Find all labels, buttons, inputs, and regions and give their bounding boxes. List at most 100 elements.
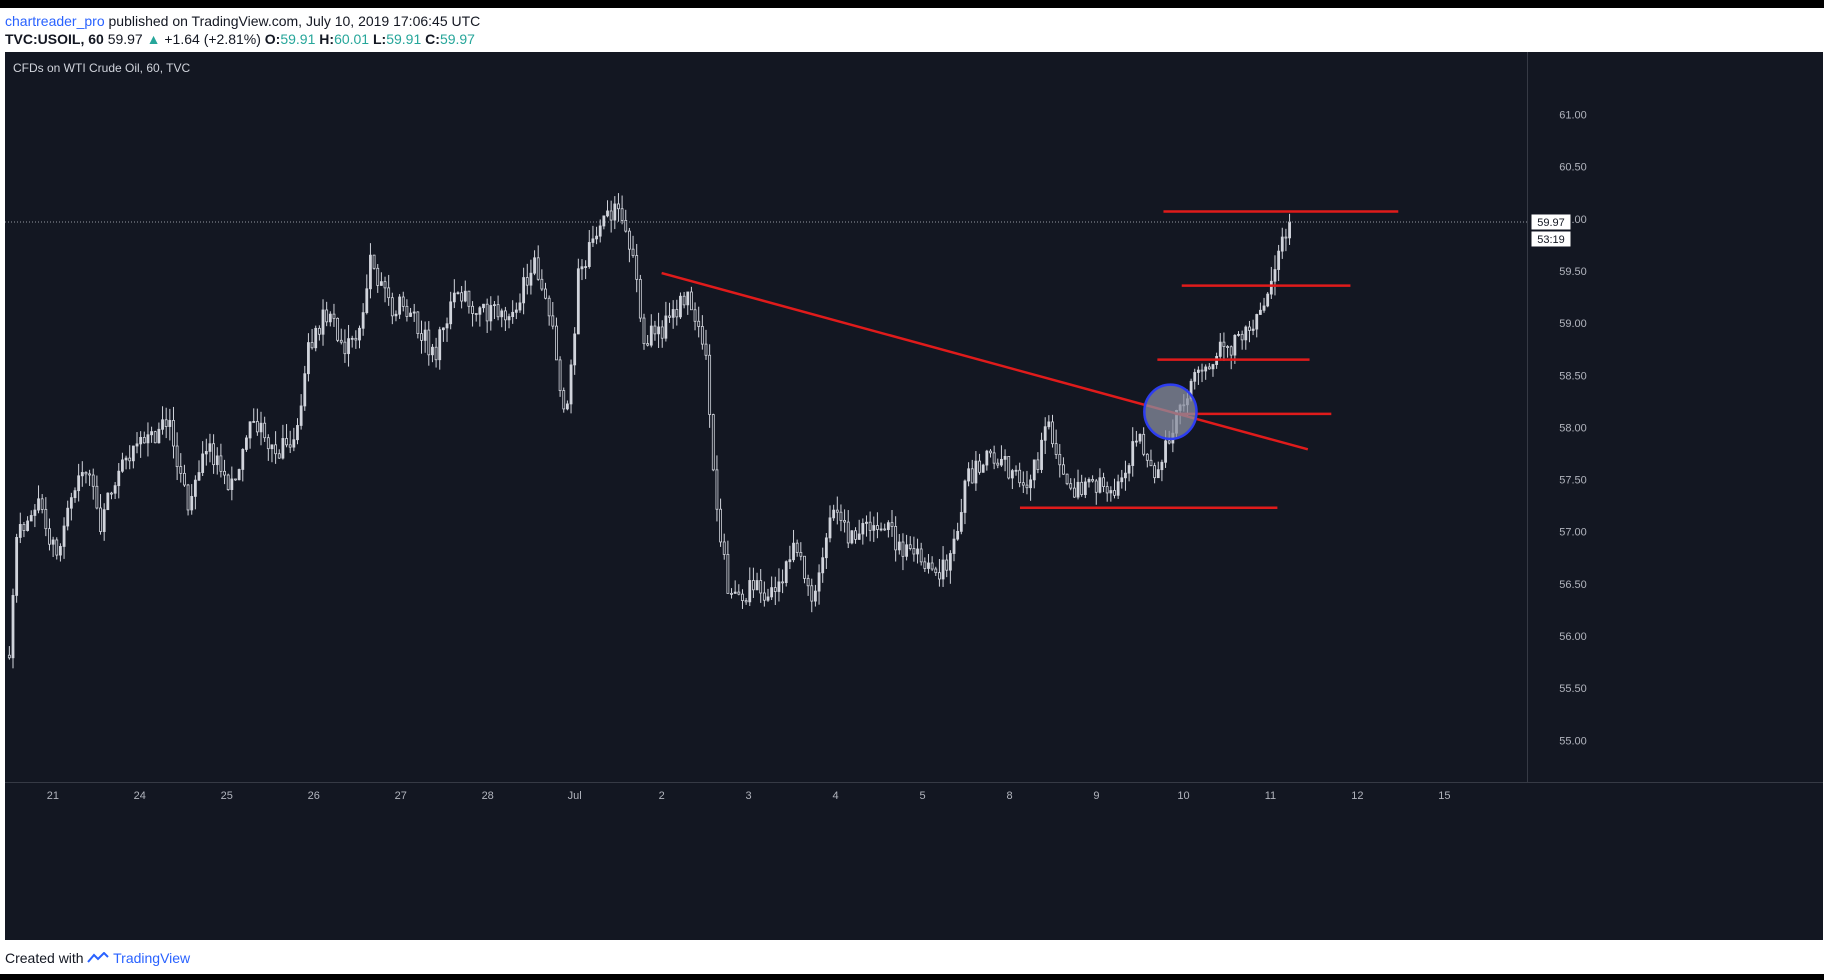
candle-body — [500, 310, 504, 318]
chart-title: CFDs on WTI Crude Oil, 60, TVC — [13, 61, 190, 75]
candle-body — [383, 281, 387, 289]
plot-area[interactable] — [5, 193, 1527, 669]
candle-body — [693, 309, 697, 322]
candle-body — [274, 444, 278, 455]
candle-body — [1226, 346, 1229, 348]
candle-body — [135, 443, 139, 447]
candle-body — [310, 342, 314, 349]
candle-body — [248, 421, 252, 439]
candle-body — [401, 296, 405, 307]
candle-body — [390, 297, 394, 317]
candle-body — [1164, 440, 1167, 463]
tradingview-link[interactable]: TradingView — [113, 950, 191, 966]
price-change: +1.64 (+2.81%) — [164, 31, 261, 47]
candle-body — [37, 498, 40, 511]
chart-panel[interactable]: CFDs on WTI Crude Oil, 60, TVC 55.00 55.5… — [5, 52, 1823, 940]
candle-body — [598, 225, 602, 237]
candle-body — [139, 437, 143, 445]
candle-body — [1102, 477, 1105, 488]
candle-body — [449, 301, 453, 325]
candle-body — [733, 591, 737, 594]
candle-body — [1069, 483, 1073, 489]
candle-body — [525, 277, 529, 286]
candle-body — [671, 309, 675, 318]
candle-body — [540, 278, 544, 290]
candle-body — [1127, 465, 1131, 474]
candle-body — [29, 515, 33, 522]
candle-body — [234, 478, 237, 481]
price-tick-label: 55.00 — [1559, 735, 1587, 747]
candle-body — [1065, 473, 1069, 485]
candle-body — [522, 277, 526, 304]
top-border — [0, 0, 1824, 8]
price-axis[interactable]: 55.00 55.50 56.00 56.50 57.00 57.50 58.00 58.50… — [1530, 110, 1587, 748]
time-tick-label: 10 — [1177, 790, 1189, 802]
candle-body — [781, 581, 784, 584]
candle-body — [438, 329, 442, 361]
candle-body — [157, 428, 161, 444]
breakout-ellipse[interactable] — [1143, 383, 1198, 441]
candle-body — [431, 346, 434, 356]
tradingview-logo-icon — [87, 950, 113, 966]
author-link[interactable]: chartreader_pro — [5, 13, 105, 29]
candle-body — [321, 309, 325, 335]
candle-body — [832, 509, 836, 519]
candle-body — [773, 587, 777, 592]
candle-body — [1047, 421, 1051, 428]
price-chart[interactable]: CFDs on WTI Crude Oil, 60, TVC 55.00 55.5… — [5, 52, 1823, 940]
candle-body — [1167, 440, 1171, 444]
symbol-info-line: TVC:USOIL, 60 59.97 ▲ +1.64 (+2.81%) O:5… — [5, 30, 475, 48]
candle-body — [175, 445, 179, 468]
candle-body — [1040, 439, 1043, 470]
candle-body — [336, 317, 340, 341]
candle-body — [193, 479, 197, 497]
candle-body — [467, 290, 471, 307]
candle-body — [1105, 486, 1109, 494]
candle-body — [150, 431, 153, 436]
candle-body — [277, 453, 281, 459]
candle-body — [263, 422, 267, 439]
candle-body — [1269, 280, 1273, 295]
candle-body — [303, 373, 307, 407]
candle-body — [1149, 459, 1153, 467]
candle-body — [649, 325, 653, 346]
candle-body — [172, 420, 175, 447]
candle-body — [241, 449, 245, 470]
candle-body — [478, 307, 482, 315]
candle-body — [11, 595, 15, 659]
candle-body — [142, 437, 146, 444]
candle-body — [788, 559, 792, 563]
candle-body — [503, 310, 507, 321]
candle-body — [51, 539, 55, 545]
candle-body — [927, 562, 930, 569]
open-value: 59.91 — [280, 31, 316, 47]
last-price-tag — [1530, 213, 1572, 231]
candle-body — [361, 312, 365, 329]
candle-body — [555, 325, 558, 361]
candle-body — [803, 555, 806, 579]
candle-body — [814, 590, 817, 602]
candle-body — [146, 434, 150, 444]
candle-body — [952, 538, 956, 554]
time-axis[interactable]: 21 24 25 26 27 28 Jul 2 3 4 5 8 9 10 11 12 15 — [47, 790, 1451, 802]
time-tick-label: 24 — [134, 790, 146, 802]
candle-body — [339, 339, 343, 343]
candle-body — [912, 548, 916, 555]
candle-body — [613, 203, 617, 221]
candle-body — [850, 530, 854, 544]
candle-body — [1098, 477, 1102, 493]
candle-body — [919, 548, 923, 563]
candle-body — [99, 507, 102, 532]
time-tick-label: 21 — [47, 790, 59, 802]
price-tick-label: 56.00 — [1559, 631, 1587, 643]
candle-body — [1094, 480, 1098, 493]
descending-trendline[interactable] — [661, 271, 1309, 451]
candle-body — [741, 593, 744, 601]
candle-body — [668, 315, 671, 318]
candle-body — [595, 235, 598, 240]
candle-body — [879, 528, 883, 531]
candle-body — [507, 316, 511, 321]
candle-body — [978, 460, 981, 473]
candle-body — [857, 533, 861, 540]
candle-body — [110, 492, 113, 495]
